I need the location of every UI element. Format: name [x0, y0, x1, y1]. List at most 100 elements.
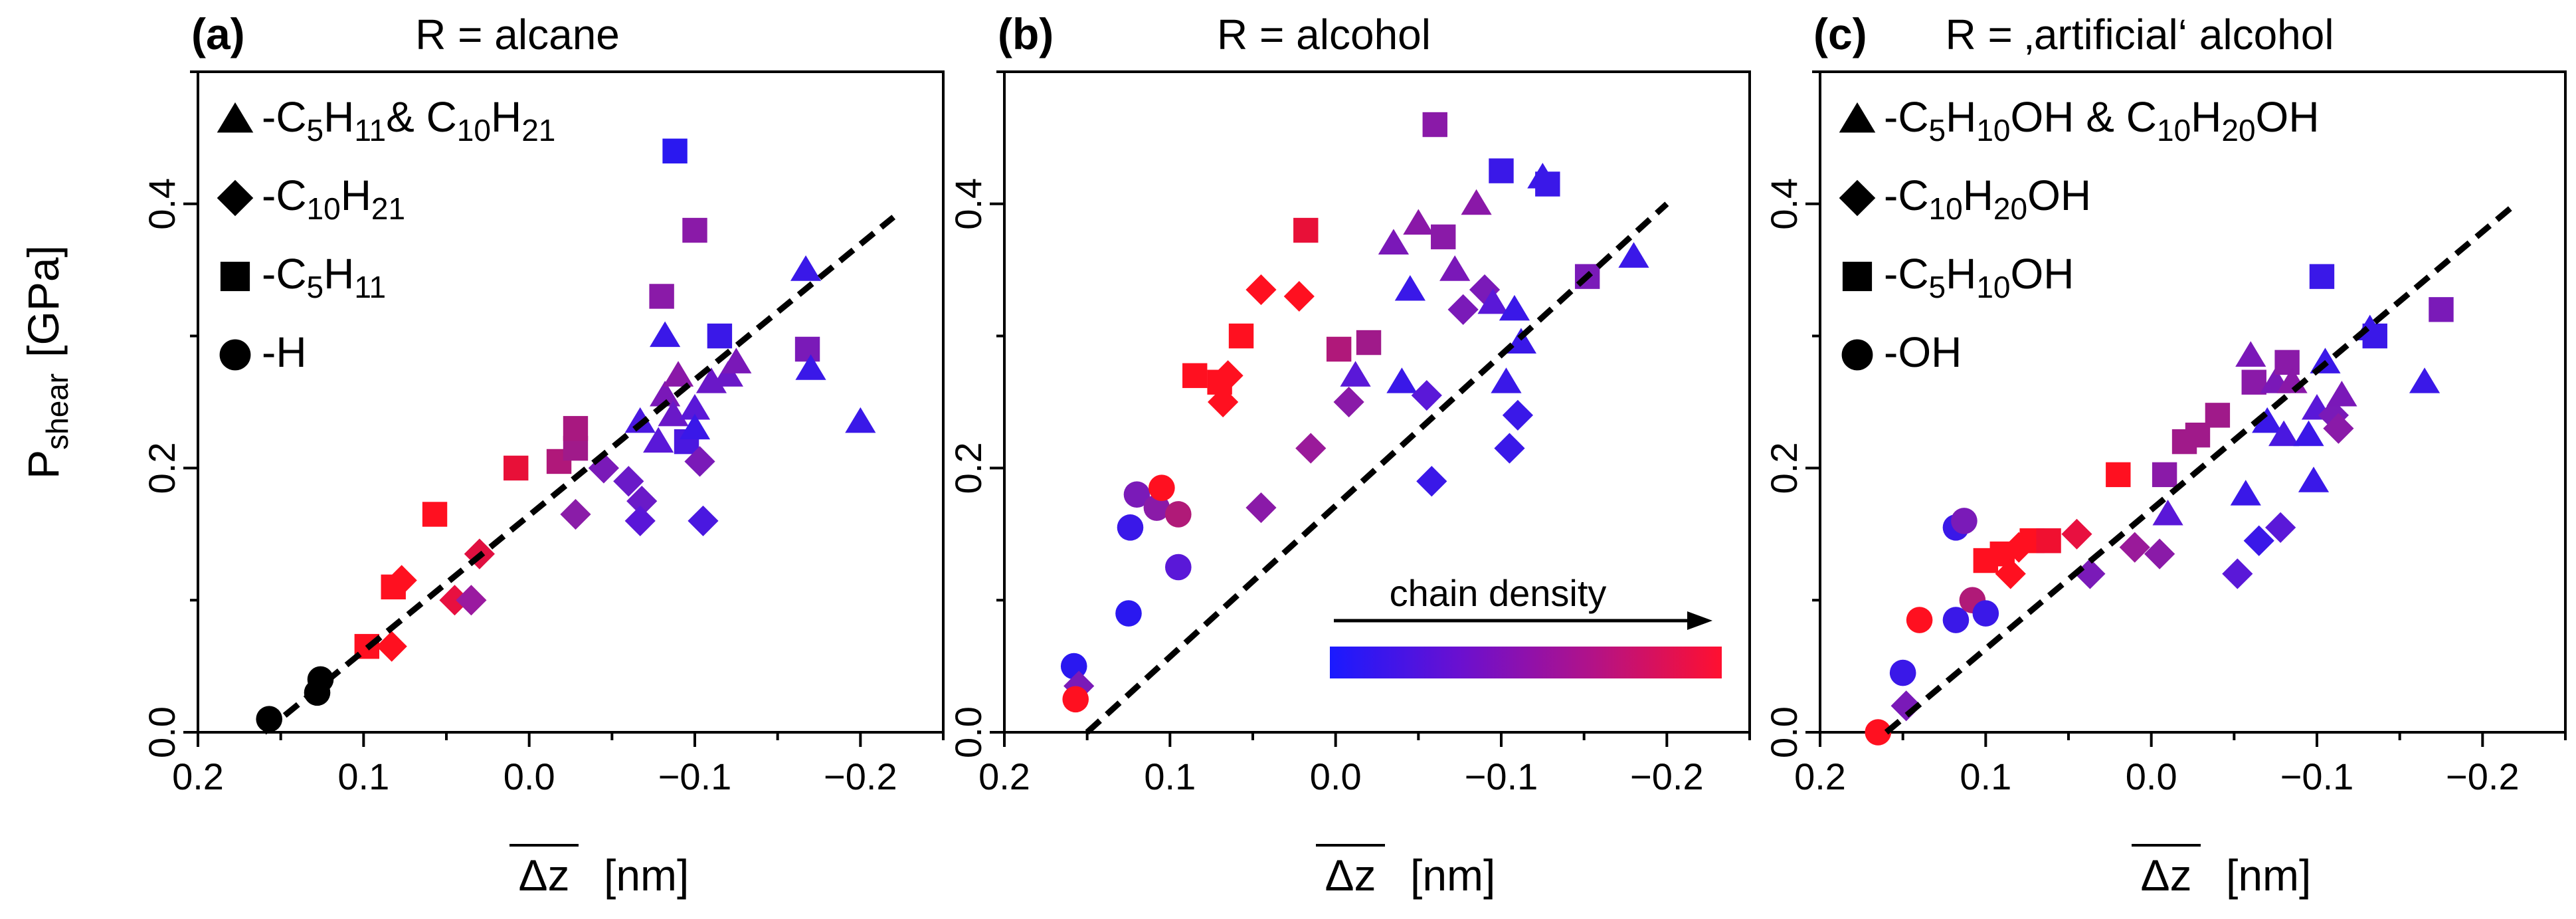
legend-text: OH [2256, 93, 2320, 141]
data-point-diamond [613, 466, 644, 497]
legend-subscript: 10 [1976, 270, 2010, 304]
data-point-square [2274, 350, 2300, 375]
data-point-diamond [560, 498, 591, 530]
x-tick-label: 0.2 [1794, 756, 1846, 797]
legend-entry: -H [262, 328, 307, 376]
data-point-triangle [2152, 499, 2183, 526]
data-point-triangle [790, 255, 822, 281]
y-tick-label: 0.4 [141, 178, 183, 230]
data-point-square [1356, 330, 1382, 356]
legend-text: H [1946, 250, 1976, 298]
legend-text: -H [262, 328, 307, 376]
x-tick-label: −0.2 [1630, 756, 1704, 797]
y-axis-label: Pshear [GPa] [19, 245, 74, 479]
legend-entry: -C5H11 [262, 250, 386, 304]
data-point-triangle [2298, 466, 2330, 492]
legend-text: H [491, 93, 521, 141]
x-tick-label: 0.2 [978, 756, 1030, 797]
legend-entry: -OH [1884, 328, 1962, 376]
legend-marker-square [220, 261, 250, 292]
data-point-diamond [456, 585, 487, 616]
data-point-diamond [2323, 413, 2354, 444]
data-point-circle [1889, 659, 1916, 686]
x-tick-label: 0.1 [1144, 756, 1196, 797]
legend-marker-triangle [217, 102, 254, 133]
panel-title: R = ‚artificial‘ alcohol [1945, 11, 2334, 58]
data-point-circle [1972, 600, 1999, 627]
data-point-square [1535, 171, 1560, 197]
legend-text: H [323, 93, 354, 141]
data-point-diamond [1333, 386, 1364, 418]
data-point-triangle [658, 400, 689, 427]
data-point-circle [1062, 686, 1089, 713]
panel-title: R = alcane [415, 11, 620, 58]
data-point-circle [1165, 501, 1192, 528]
legend-marker-circle [1841, 339, 1873, 371]
legend-text: -C [262, 93, 307, 141]
y-axis-label-main: P [19, 450, 68, 479]
data-point-circle [1123, 481, 1150, 508]
data-point-diamond [2222, 558, 2253, 589]
data-point-square [1182, 363, 1208, 388]
legend-entry: -C5H10OH [1884, 250, 2074, 304]
data-point-triangle [2326, 381, 2357, 407]
colorbar: chain density [1330, 572, 1722, 678]
colorbar-arrow-head [1687, 611, 1712, 630]
data-point-triangle [845, 407, 876, 433]
data-point-circle [1865, 719, 1892, 746]
data-point-diamond [1283, 280, 1315, 312]
plot-frame [1819, 70, 2567, 734]
data-point-diamond [588, 453, 619, 484]
legend-text: H [1946, 93, 1976, 141]
data-point-diamond [1208, 386, 1239, 418]
data-point-diamond [1447, 294, 1479, 325]
data-point-circle [1117, 514, 1144, 541]
y-tick-label: 0.0 [1763, 706, 1805, 758]
legend-text: -OH [1884, 328, 1962, 376]
y-tick-label: 0.2 [947, 442, 989, 494]
data-point-triangle [2252, 407, 2283, 433]
data-point-square [794, 336, 820, 362]
data-point-square [1228, 323, 1254, 349]
data-point-triangle [2293, 420, 2324, 447]
legend-subscript: 10 [457, 113, 491, 148]
legend-subscript: 10 [307, 191, 341, 226]
data-point-diamond [1416, 466, 1447, 497]
data-point-square [2309, 264, 2335, 289]
data-point-diamond [376, 631, 407, 662]
legend-subscript: 5 [1929, 113, 1946, 148]
y-tick-label: 0.4 [1763, 178, 1805, 230]
data-point-triangle [712, 361, 743, 387]
y-axis-label-unit: [GPa] [19, 245, 68, 357]
legend-text: H [2191, 93, 2221, 141]
x-tick-label: 0.0 [504, 756, 555, 797]
data-point-diamond [2265, 512, 2296, 543]
data-point-triangle [695, 367, 727, 393]
fit-line [262, 215, 896, 735]
x-tick-label: 0.1 [1960, 756, 2011, 797]
legend-marker-diamond [217, 179, 254, 217]
panel-a: 0.2 0.1 0.0 −0.1 −0.20.00.20.4(a) R = alcaneΔ… [141, 9, 945, 900]
legend-subscript: 10 [1929, 191, 1963, 226]
data-point-circle [1165, 554, 1192, 581]
x-axis-label-unit: [nm] [604, 851, 689, 900]
data-point-square [2205, 403, 2231, 428]
x-axis-label-symbol: Δz [518, 851, 569, 900]
fit-line [1884, 201, 2518, 735]
data-point-triangle [650, 321, 681, 348]
data-point-square [504, 455, 529, 481]
data-point-diamond [624, 505, 656, 537]
x-tick-label: −0.2 [2446, 756, 2520, 797]
data-point-square [1431, 224, 1456, 250]
data-point-diamond [2119, 532, 2150, 563]
legend-text: & C [386, 93, 457, 141]
data-point-diamond [2243, 525, 2274, 556]
x-tick-label: −0.1 [658, 756, 732, 797]
x-tick-label: 0.1 [337, 756, 389, 797]
data-point-square [1326, 336, 1352, 362]
x-axis-label-unit: [nm] [2226, 851, 2311, 900]
data-point-triangle [1403, 209, 1434, 235]
data-point-triangle [1386, 367, 1418, 393]
data-point-diamond [1469, 274, 1501, 306]
